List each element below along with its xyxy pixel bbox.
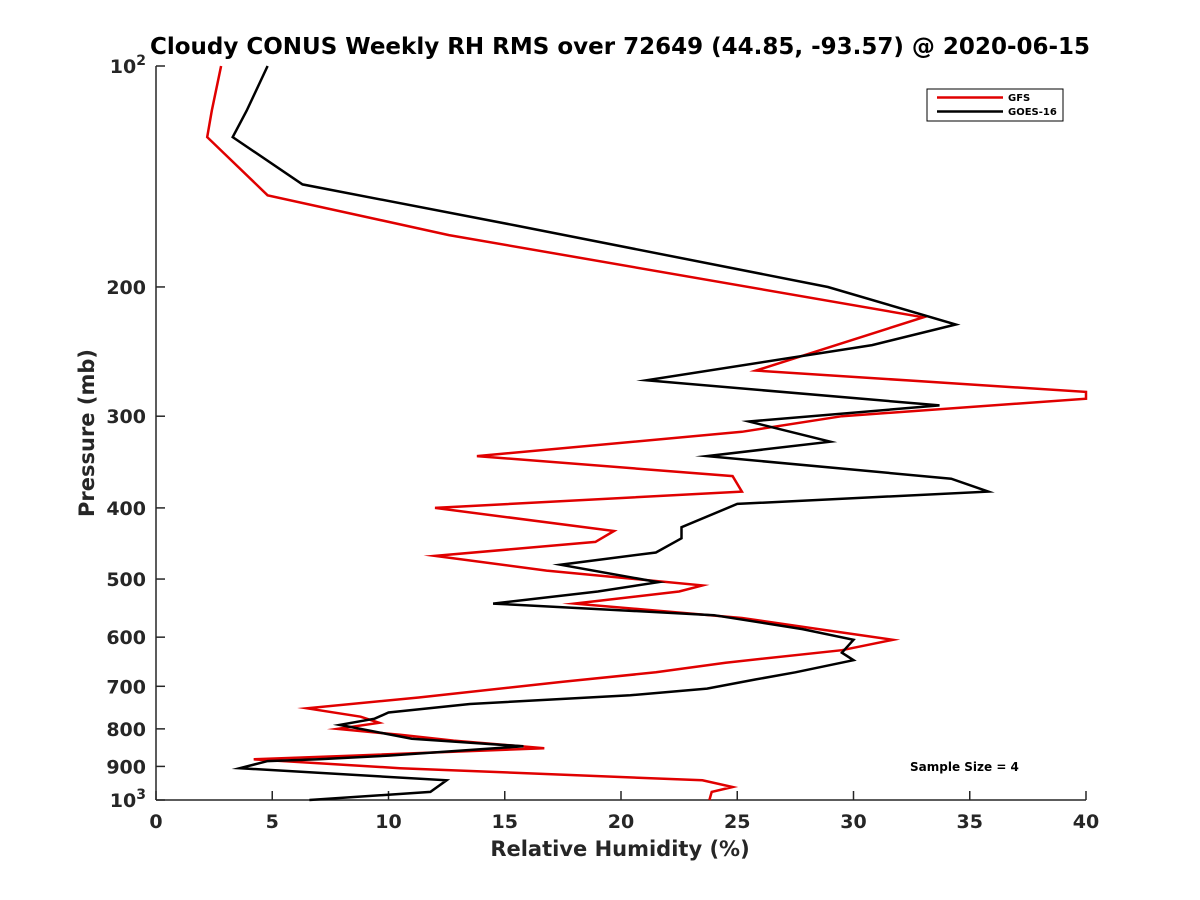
x-tick-label: 0 (149, 811, 162, 833)
y-tick-label: 800 (106, 719, 146, 741)
y-tick-label: 200 (106, 277, 146, 299)
x-tick-label: 30 (840, 811, 866, 833)
plot-area: 0 5 10 15 20 25 30 35 40 102 200 300 400 500 600 700 800… (106, 53, 1099, 833)
y-tick-label: 700 (106, 676, 146, 698)
x-tick-label: 10 (375, 811, 401, 833)
chart-title: Cloudy CONUS Weekly RH RMS over 72649 (4… (150, 34, 1090, 60)
y-tick-label: 500 (106, 569, 146, 591)
series-line-gfs (205, 65, 1088, 801)
x-tick-label: 40 (1073, 811, 1099, 833)
y-tick-label: 103 (110, 787, 146, 812)
sample-size-annotation: Sample Size = 4 (910, 760, 1019, 774)
y-axis-label: Pressure (mb) (75, 349, 99, 517)
y-tick-label: 400 (106, 498, 146, 520)
x-axis-label: Relative Humidity (%) (490, 837, 749, 861)
legend-label-gfs: GFS (1008, 93, 1030, 104)
y-tick-label: 900 (106, 756, 146, 778)
x-tick-label: 25 (724, 811, 750, 833)
x-tick-label: 35 (957, 811, 983, 833)
x-tick-label: 5 (266, 811, 279, 833)
y-tick-label: 300 (106, 406, 146, 428)
legend: GFS GOES-16 (926, 88, 1064, 122)
x-tick-label: 15 (492, 811, 518, 833)
y-tick-label: 102 (110, 53, 146, 78)
x-tick-label: 20 (608, 811, 634, 833)
legend-box (926, 88, 1064, 122)
legend-label-goes16: GOES-16 (1008, 107, 1057, 118)
y-tick-label: 600 (106, 627, 146, 649)
series-line-goes16 (231, 65, 995, 802)
